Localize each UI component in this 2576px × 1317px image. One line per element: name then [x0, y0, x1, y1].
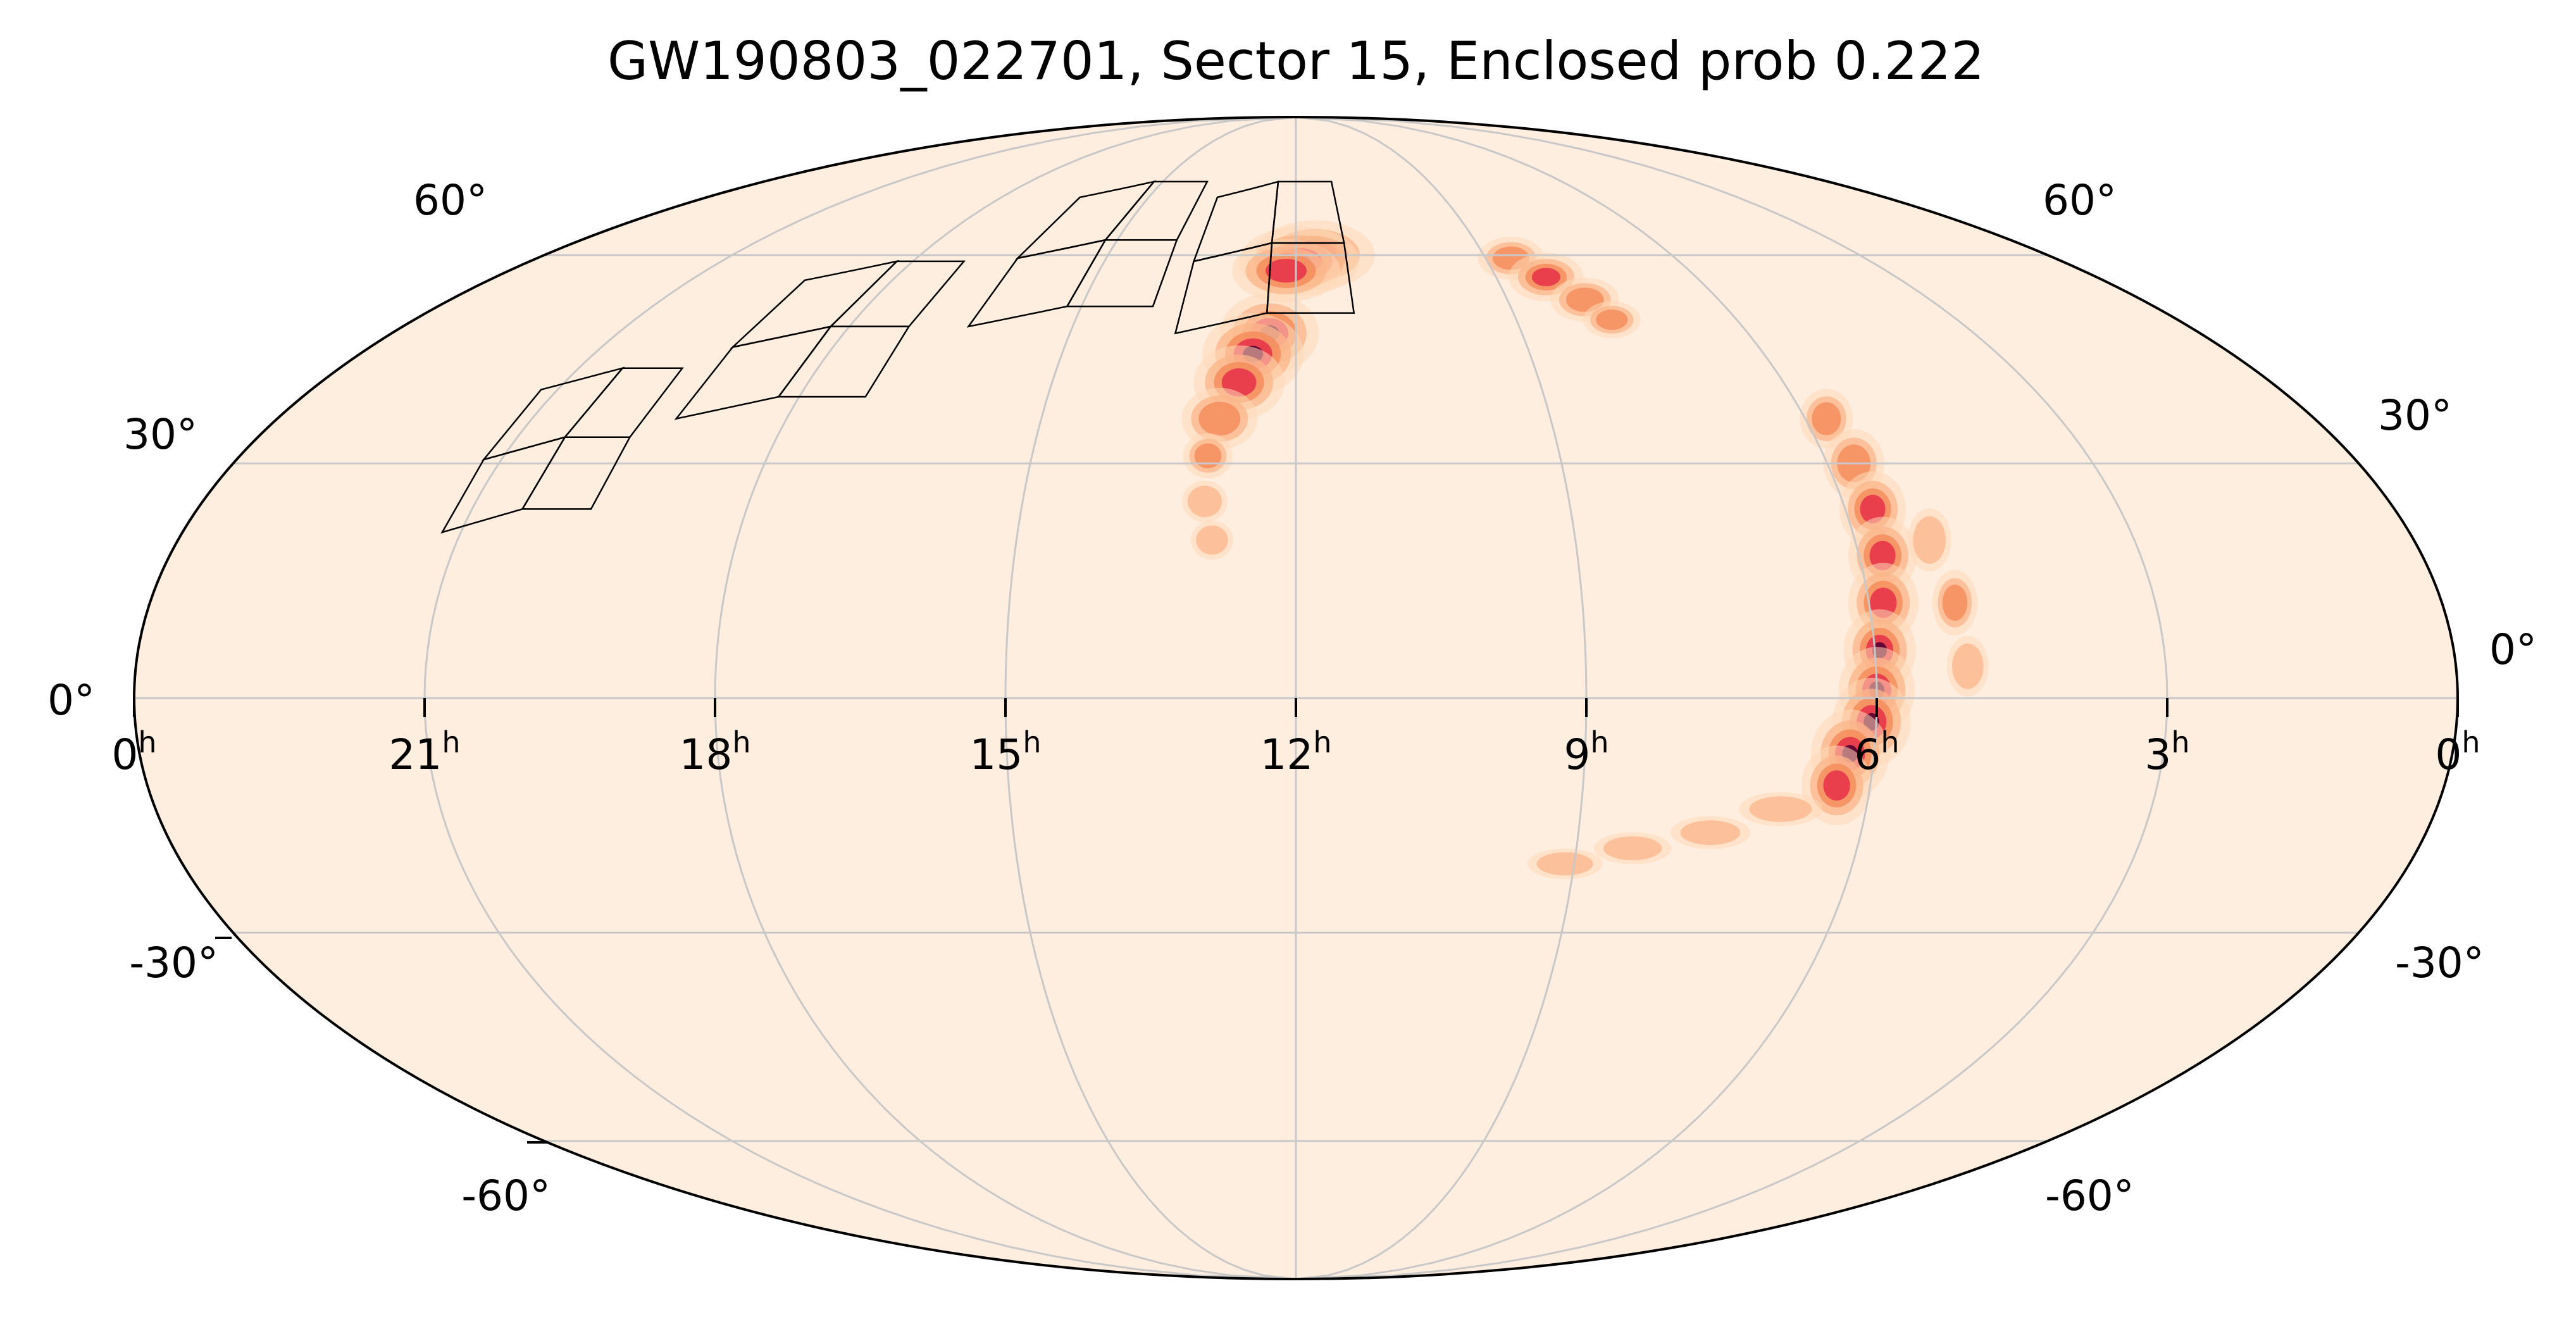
dec-tick-label: 60°: [2043, 176, 2117, 225]
probability-cell: [1266, 259, 1307, 283]
dec-tick-label: 30°: [2378, 391, 2452, 440]
probability-cell: [1194, 443, 1222, 468]
tess-ccd: [563, 367, 684, 438]
probability-region-upper-right: [1478, 237, 1641, 339]
tess-ccd: [1271, 180, 1345, 244]
probability-cell: [1603, 836, 1662, 861]
probability-cell: [1749, 796, 1812, 822]
probability-region-right-arc-side: [1907, 508, 1989, 697]
probability-cell: [1596, 309, 1628, 330]
probability-cell: [1680, 820, 1741, 846]
dec-tick-label: 0°: [47, 676, 95, 725]
probability-cell: [1812, 402, 1841, 435]
chart-title: GW190803_022701, Sector 15, Enclosed pro…: [607, 30, 1984, 92]
tess-camera-3: [966, 180, 1209, 328]
dec-tick-label: 0°: [2489, 625, 2537, 674]
dec-tick-label: -30°: [129, 939, 218, 987]
dec-tick-label: -30°: [2395, 939, 2484, 987]
probability-cell: [1942, 584, 1968, 621]
probability-cell: [1823, 770, 1850, 801]
probability-cell: [1860, 494, 1886, 524]
probability-cell: [1198, 401, 1241, 436]
dec-tick-label: 30°: [123, 410, 197, 459]
tess-camera-2: [674, 259, 966, 420]
probability-region-right-arc: [1800, 389, 1919, 826]
probability-cell: [1536, 852, 1593, 876]
probability-cell: [1913, 516, 1946, 564]
probability-cell: [1188, 485, 1222, 518]
probability-cell: [1869, 540, 1896, 571]
ra-tick-label: 15h: [969, 725, 1041, 779]
tess-ccd: [828, 260, 966, 328]
tess-camera-1: [440, 366, 684, 534]
dec-tick-label: -60°: [461, 1171, 551, 1220]
probability-cell: [1952, 643, 1984, 689]
ra-tick-label: 0h: [2435, 725, 2480, 779]
tess-camera-4: [1174, 180, 1355, 335]
dec-tick-label: -60°: [2045, 1171, 2134, 1220]
probability-cell: [1531, 268, 1560, 287]
dec-tick-label: 60°: [413, 176, 487, 225]
tess-ccd: [1104, 180, 1209, 241]
probability-region-north-b: [1181, 293, 1319, 450]
probability-region-south-faint: [1527, 792, 1822, 880]
probability-cell: [1196, 525, 1228, 555]
